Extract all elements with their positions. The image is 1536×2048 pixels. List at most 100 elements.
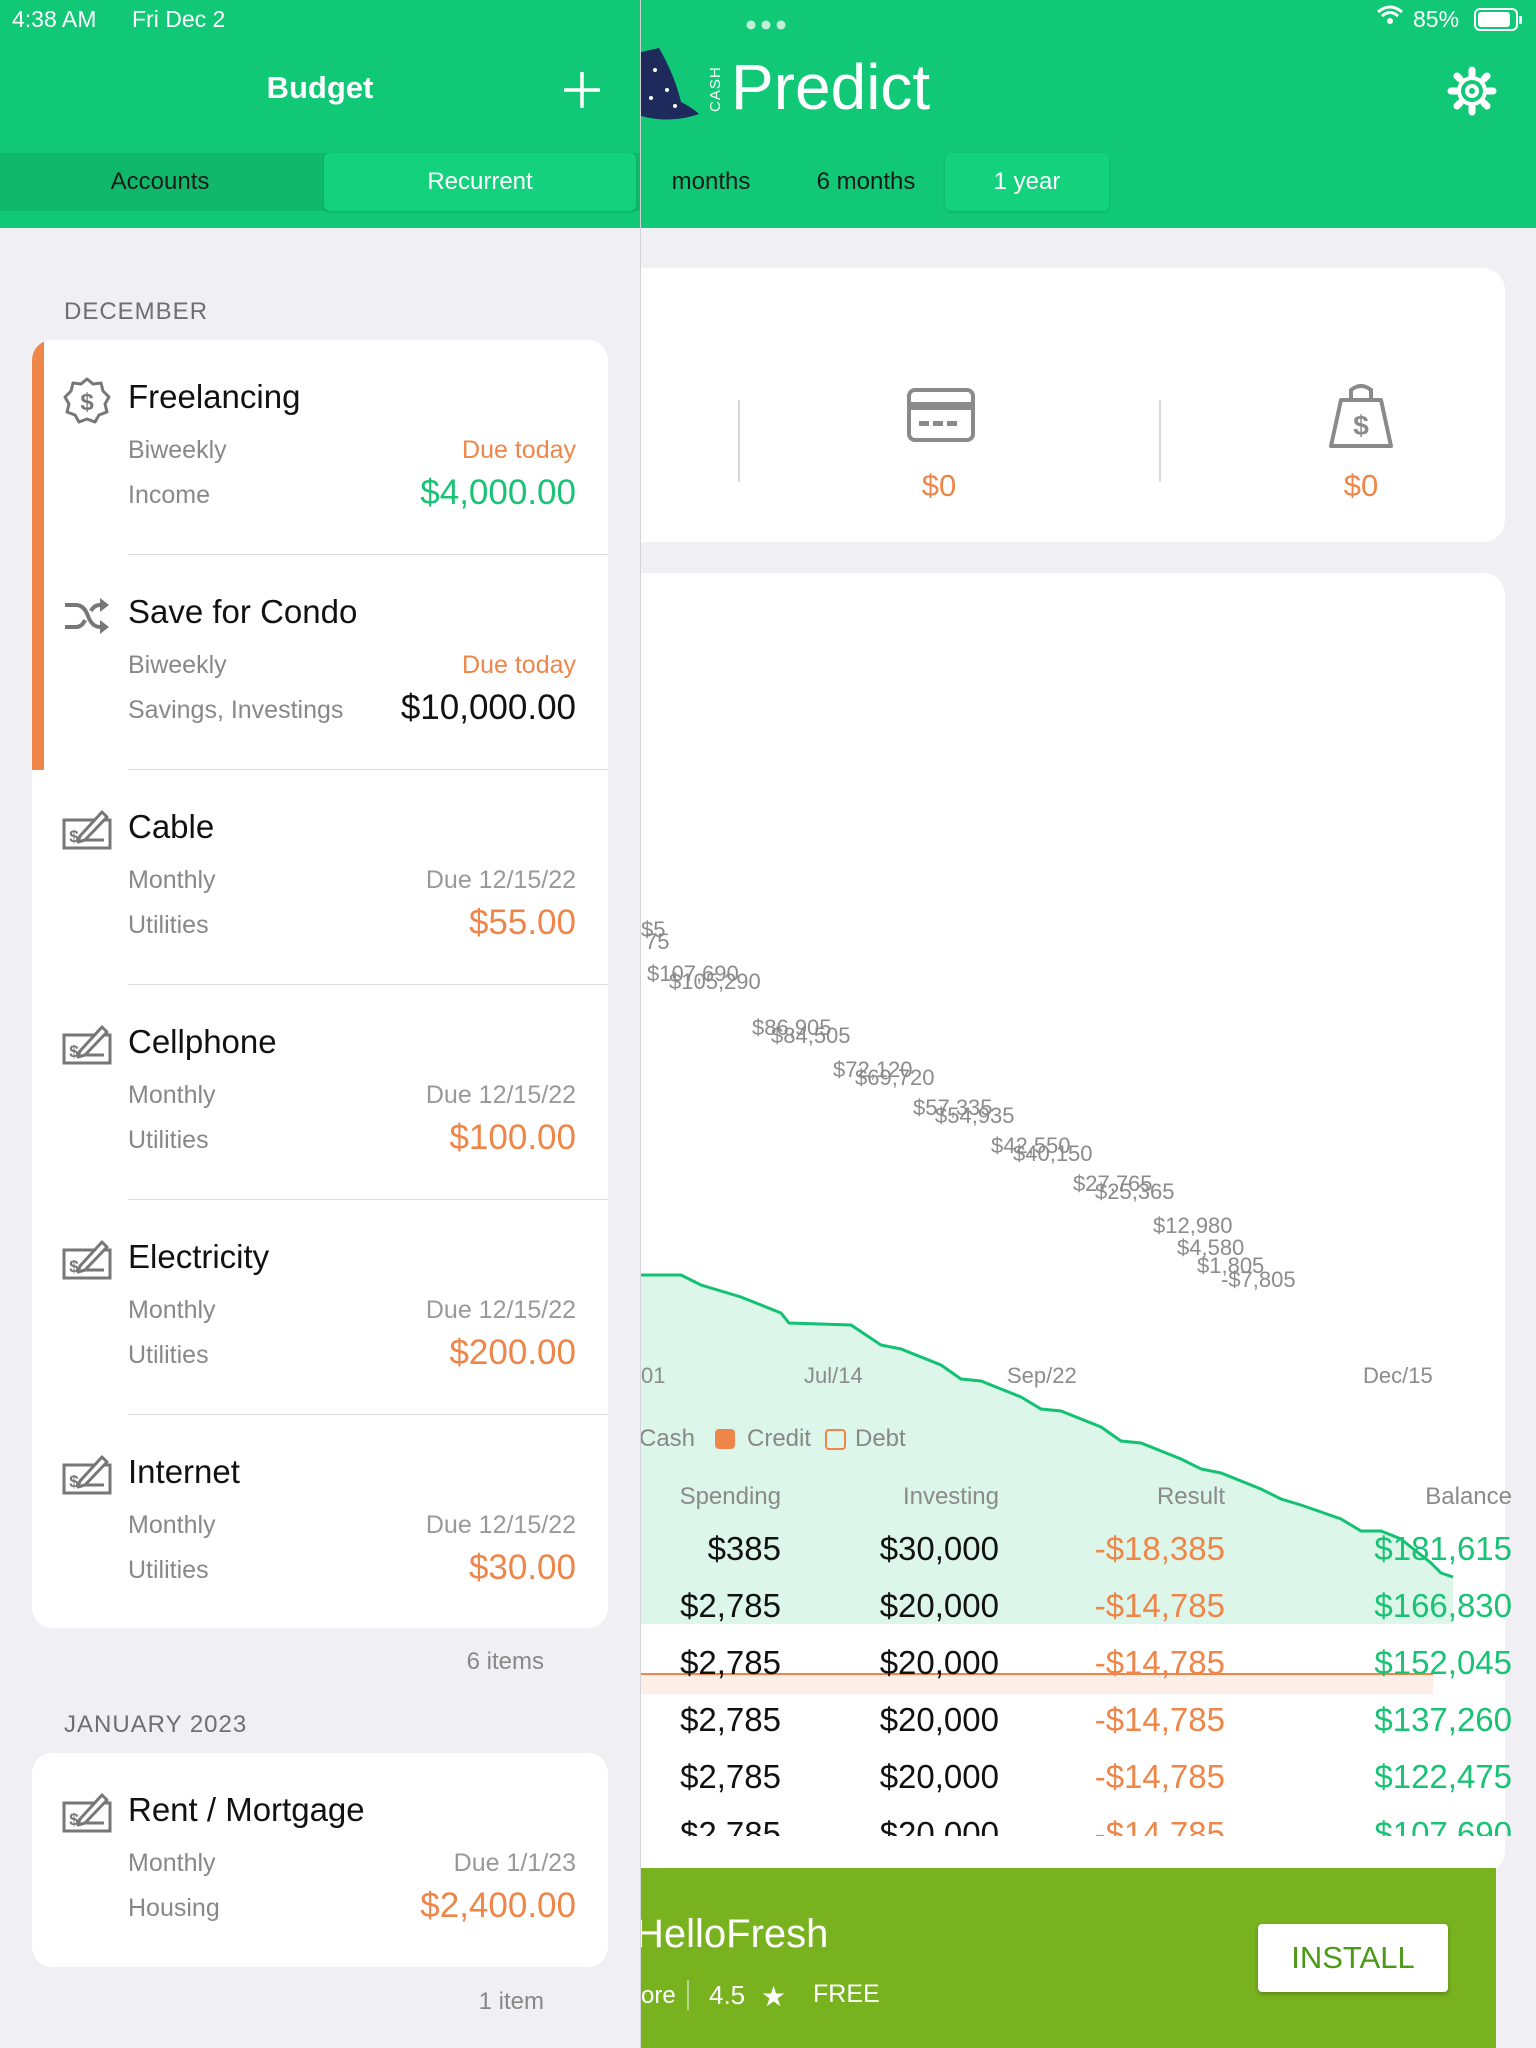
tab-accounts[interactable]: Accounts [110,168,210,195]
x-tick: Dec/15 [1363,1363,1433,1388]
wizard-hat-logo-icon [641,46,701,127]
item-name: Cable [128,808,215,845]
point-label: $72,120 [833,1057,913,1082]
point-label: $40,150 [1013,1141,1093,1166]
january-card: $ Rent / Mortgage Monthly Housing Due 1/1/23… [32,1753,608,1967]
multitask-dots-icon[interactable] [741,18,791,37]
recurrent-item[interactable]: Save for Condo Biweekly Savings, Investing… [32,555,608,770]
gear-icon[interactable] [1447,66,1497,121]
table-cell: $2,785 [680,1644,781,1681]
summary-divider [738,400,740,482]
item-amount: $100.00 [449,1118,576,1157]
item-frequency: Monthly [128,1511,216,1539]
recurrent-item[interactable]: $ Electricity Monthly Utilities Due 12/15/22… [32,1200,608,1415]
recurrent-item[interactable]: $ Rent / Mortgage Monthly Housing Due 1/1/23… [32,1753,608,1967]
budget-title: Budget [266,70,374,105]
cash-line [641,1273,1454,1579]
ad-price: FREE [813,1980,880,2008]
due-today-marker [32,340,44,555]
recurrent-item[interactable]: $ Cellphone Monthly Utilities Due 12/15/22 $1… [32,985,608,1200]
savings-value: $0 [1343,468,1379,503]
table-cell: $20,000 [879,1815,999,1836]
x-tick: Jul/14 [804,1363,863,1388]
svg-text:$: $ [1353,410,1369,441]
forecast-table: Spending Investing Result Balance $385 $3… [641,1470,1536,1836]
svg-text:$: $ [69,827,79,846]
table-cell: $20,000 [879,1644,999,1681]
table-cell: $2,785 [680,1815,781,1836]
item-amount: $200.00 [449,1333,576,1372]
item-due: Due 12/15/22 [425,1296,576,1324]
svg-text:$: $ [80,389,94,416]
item-category: Utilities [128,911,209,939]
item-name: Save for Condo [128,593,358,630]
table-cell: -$14,785 [1094,1815,1225,1836]
point-label: $25,365 [1095,1179,1175,1204]
table-cell: $20,000 [879,1758,999,1795]
item-category: Utilities [128,1126,209,1154]
item-frequency: Monthly [128,1081,216,1109]
table-cell: -$14,785 [1094,1701,1225,1738]
item-separator [128,554,608,555]
predict-pane: CASH Predict months 6 months 1 year $0 $… [641,0,1536,2048]
section-title-december: DECEMBER [64,298,209,325]
period-tab-6-months[interactable]: 6 months [816,168,916,195]
point-label: 75 [645,929,670,954]
item-due: Due 12/15/22 [425,866,576,894]
point-label: $27,765 [1073,1171,1153,1196]
recurrent-item[interactable]: $ Freelancing Biweekly Income Due today $4,00… [32,340,608,555]
item-name: Internet [128,1453,240,1490]
item-due: Due today [462,651,576,679]
col-header-result: Result [1156,1483,1225,1510]
point-label: -$7,805 [1221,1267,1296,1292]
item-name: Electricity [128,1238,270,1275]
predict-header: CASH Predict months 6 months 1 year [641,0,1536,228]
recurrent-item[interactable]: $ Cable Monthly Utilities Due 12/15/22 $55.00 [32,770,608,985]
table-cell: $2,785 [680,1758,781,1795]
period-tab-1-year[interactable]: 1 year [945,153,1109,211]
ad-banner[interactable]: HelloFresh ore 4.5 ★ FREE INSTALL [641,1868,1496,2048]
ad-title: HelloFresh [641,1912,829,1956]
budget-header: Budget Accounts Recurrent [0,0,640,228]
item-amount: $10,000.00 [400,688,576,727]
col-header-investing: Investing [902,1483,999,1510]
table-cell: $2,785 [680,1701,781,1738]
add-icon[interactable] [562,70,602,115]
tab-recurrent[interactable]: Recurrent [324,153,636,211]
table-cell: $2,785 [680,1587,781,1624]
check-bill-icon: $ [62,806,112,856]
legend-debt: Debt [855,1425,906,1452]
status-date: Fri Dec 2 [132,6,226,32]
debt-band [641,1674,1433,1694]
point-label: $1,805 [1197,1253,1265,1278]
install-button[interactable]: INSTALL [1258,1924,1448,1992]
table-cell: $385 [707,1530,781,1567]
summary-card: $0 $ $0 [641,268,1505,542]
december-count: 6 items [466,1648,544,1675]
point-label: $86,905 [752,1015,832,1040]
check-bill-icon: $ [62,1236,112,1286]
item-category: Housing [128,1894,220,1922]
status-time: 4:38 AM [12,6,97,32]
wifi-icon [1376,4,1404,32]
recurrent-item[interactable]: $ Internet Monthly Utilities Due 12/15/22 $30… [32,1415,608,1628]
svg-text:$: $ [69,1472,79,1491]
item-separator [128,769,608,770]
x-tick: Sep/22 [1007,1363,1077,1388]
item-name: Cellphone [128,1023,277,1060]
item-due: Due 1/1/23 [453,1849,576,1877]
cash-area [641,1275,1453,1624]
january-count: 1 item [478,1988,544,2015]
x-tick: 01 [641,1363,666,1388]
col-header-spending: Spending [679,1483,781,1510]
chart-card: $5 75 $107,690 $105,290 $86,905 $84,505 … [641,573,1505,1873]
period-tab-months[interactable]: months [671,168,751,195]
table-cell: $137,260 [1374,1701,1512,1738]
table-cell: $20,000 [879,1701,999,1738]
section-title-january: JANUARY 2023 [64,1711,248,1738]
check-bill-icon: $ [62,1021,112,1071]
summary-divider [1159,400,1161,482]
ad-store: ore [641,1982,676,2009]
december-card: $ Freelancing Biweekly Income Due today $4,00… [32,340,608,1628]
point-label: $105,290 [669,969,761,994]
